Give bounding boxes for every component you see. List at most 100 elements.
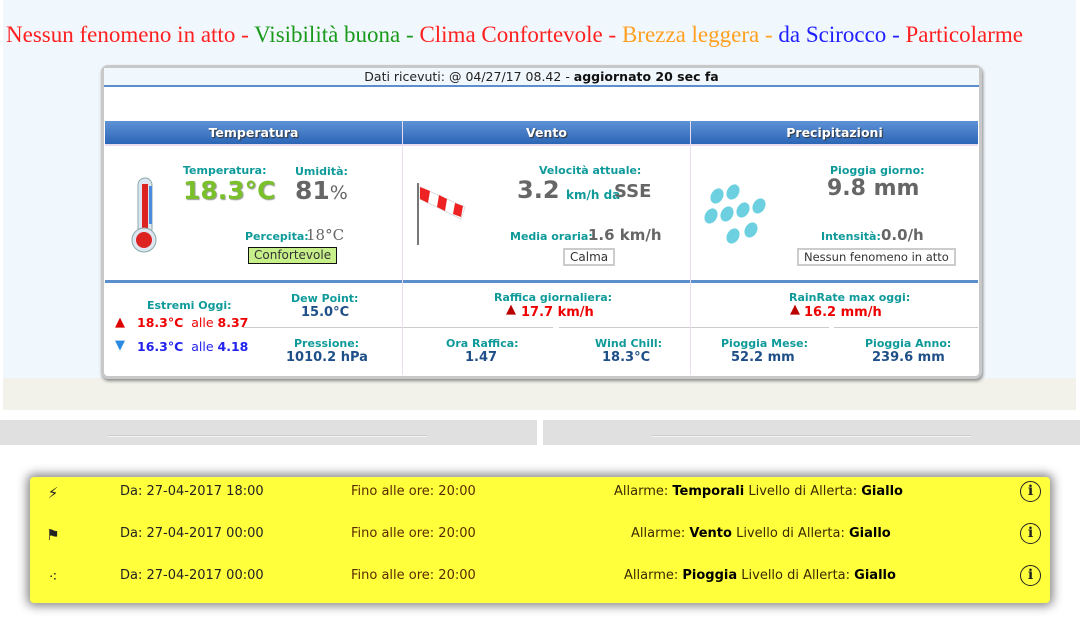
intensity-value: 0.0/h bbox=[881, 226, 924, 244]
alert-row: ⚡ Da: 27-04-2017 18:00 Fino alle ore: 20… bbox=[30, 481, 1050, 504]
ticker-item: Brezza leggera bbox=[621, 22, 760, 47]
ticker-item: - bbox=[759, 22, 779, 47]
alert-prefix: Allarme: bbox=[631, 526, 690, 541]
humidity-label: Umidità: bbox=[295, 165, 348, 178]
alert-level: Giallo bbox=[848, 526, 891, 541]
arrow-up-icon: ▲ bbox=[115, 315, 125, 330]
rain-day-value: 9.8 mm bbox=[827, 176, 920, 201]
intensity-label: Intensità: bbox=[821, 230, 881, 243]
rain-icon: ⁖ bbox=[48, 568, 58, 586]
alert-prefix: Allarme: bbox=[614, 484, 673, 499]
updated-label: aggiornato 20 sec fa bbox=[573, 69, 719, 84]
raindrops-icon bbox=[704, 184, 766, 244]
wind-chill-value: 18.3°C bbox=[602, 350, 651, 365]
humidity-value: 81% bbox=[295, 176, 348, 205]
pressure-label: Pressione: bbox=[294, 337, 360, 350]
wind-speed-value: 3.2 bbox=[517, 176, 560, 204]
received-label: Dati ricevuti: @ 04/27/17 08.42 - bbox=[364, 69, 574, 84]
temperature-label: Temperatura: bbox=[183, 164, 267, 177]
thermometer-icon bbox=[131, 177, 157, 253]
ticker-item: - bbox=[235, 22, 255, 47]
alert-to: Fino alle ore: 20:00 bbox=[351, 526, 476, 541]
alert-from: Da: 27-04-2017 18:00 bbox=[120, 484, 264, 499]
extremes-label: Estremi Oggi: bbox=[147, 299, 232, 312]
wind-header: Vento bbox=[403, 121, 690, 144]
info-icon[interactable]: i bbox=[1020, 523, 1041, 544]
min-value: 16.3°C bbox=[137, 339, 184, 354]
gust-time-label: Ora Raffica: bbox=[446, 337, 519, 350]
ticker-item: - bbox=[400, 22, 420, 47]
info-icon[interactable]: i bbox=[1020, 481, 1041, 502]
wind-chill-label: Wind Chill: bbox=[595, 337, 663, 350]
gust-label: Raffica giornaliera: bbox=[494, 291, 613, 304]
wind-state-badge: Calma bbox=[563, 248, 616, 266]
panel-footer bbox=[3, 378, 1076, 410]
ticker-item: da Scirocco bbox=[778, 22, 887, 47]
rainrate-value: 16.2 mm/h bbox=[804, 305, 882, 320]
ticker-item: Clima Confortevole bbox=[419, 22, 603, 47]
alert-type: Pioggia bbox=[682, 568, 738, 583]
max-at: alle bbox=[191, 315, 214, 330]
wind-direction: SSE bbox=[614, 181, 652, 202]
humidity-unit: % bbox=[329, 182, 348, 204]
alert-type: Temporali bbox=[672, 484, 745, 499]
humidity-number: 81 bbox=[295, 176, 330, 205]
rainrate-label: RainRate max oggi: bbox=[789, 291, 911, 304]
left-bar-line bbox=[108, 435, 427, 437]
wind-avg-label: Media oraria: bbox=[510, 230, 593, 243]
min-at: alle bbox=[191, 339, 214, 354]
windsock-icon: ⚑ bbox=[46, 526, 60, 544]
weather-ticker: Nessun fenomeno in atto - Visibilità buo… bbox=[6, 22, 1023, 48]
arrow-up-icon: ▲ bbox=[506, 302, 516, 317]
wind-speed-label: Velocità attuale: bbox=[539, 164, 642, 177]
ticker-item: Nessun fenomeno in atto bbox=[6, 22, 236, 47]
rain-day-label: Pioggia giorno: bbox=[830, 164, 925, 177]
alert-to: Fino alle ore: 20:00 bbox=[351, 484, 476, 499]
temperature-column: Temperatura Temperatura: 18.3°C Umidità:… bbox=[105, 121, 402, 375]
rain-month-value: 52.2 mm bbox=[731, 350, 795, 365]
rain-month-label: Pioggia Mese: bbox=[721, 337, 808, 350]
ticker-item: - bbox=[602, 22, 622, 47]
comfort-badge: Confortevole bbox=[248, 247, 338, 264]
ticker-item: Particolarme bbox=[905, 22, 1023, 47]
rain-year-label: Pioggia Anno: bbox=[865, 337, 952, 350]
rain-year-value: 239.6 mm bbox=[872, 350, 945, 365]
wind-unit: km/h da bbox=[566, 188, 621, 202]
wind-column: Vento Velocità attuale: 3.2 km/h da SSE … bbox=[403, 121, 690, 375]
right-bar-line bbox=[652, 435, 971, 437]
alert-type: Vento bbox=[689, 526, 732, 541]
precipitation-header: Precipitazioni bbox=[691, 121, 978, 144]
ticker-item: Visibilità buona bbox=[254, 22, 401, 47]
alert-level: Giallo bbox=[861, 484, 903, 499]
dew-point-label: Dew Point: bbox=[291, 292, 359, 305]
weather-card: Dati ricevuti: @ 04/27/17 08.42 - aggior… bbox=[101, 65, 982, 379]
left-bar bbox=[0, 420, 537, 445]
alert-level-label: Livello di Allerta: bbox=[744, 484, 862, 499]
alert-prefix: Allarme: bbox=[624, 568, 683, 583]
alert-level: Giallo bbox=[854, 568, 896, 583]
alert-text: Allarme: Pioggia Livello di Allerta: Gia… bbox=[624, 568, 896, 583]
min-time: 4.18 bbox=[217, 339, 249, 354]
perceived-value: 18°C bbox=[306, 226, 345, 244]
alert-to: Fino alle ore: 20:00 bbox=[351, 568, 476, 583]
data-received: Dati ricevuti: @ 04/27/17 08.42 - aggior… bbox=[104, 68, 979, 87]
temperature-header: Temperatura bbox=[105, 121, 402, 144]
ticker-item: - bbox=[886, 22, 906, 47]
perceived-label: Percepita: bbox=[245, 230, 309, 243]
windsock-icon bbox=[417, 183, 466, 245]
alert-level-label: Livello di Allerta: bbox=[737, 568, 855, 583]
max-temp: 18.3°C alle 8.37 bbox=[137, 315, 248, 330]
pressure-value: 1010.2 hPa bbox=[286, 350, 368, 365]
alert-row: ⁖ Da: 27-04-2017 00:00 Fino alle ore: 20… bbox=[30, 565, 1050, 588]
max-time: 8.37 bbox=[217, 315, 249, 330]
info-icon[interactable]: i bbox=[1020, 565, 1041, 586]
lightning-icon: ⚡ bbox=[47, 484, 59, 502]
alert-text: Allarme: Vento Livello di Allerta: Giall… bbox=[631, 526, 891, 541]
right-bar bbox=[543, 420, 1080, 445]
alert-text: Allarme: Temporali Livello di Allerta: G… bbox=[614, 484, 903, 499]
gust-time-value: 1.47 bbox=[465, 350, 498, 365]
min-temp: 16.3°C alle 4.18 bbox=[137, 339, 248, 354]
gust-value: 17.7 km/h bbox=[521, 305, 594, 320]
arrow-down-icon: ▼ bbox=[115, 338, 125, 353]
temperature-value: 18.3°C bbox=[183, 176, 276, 205]
